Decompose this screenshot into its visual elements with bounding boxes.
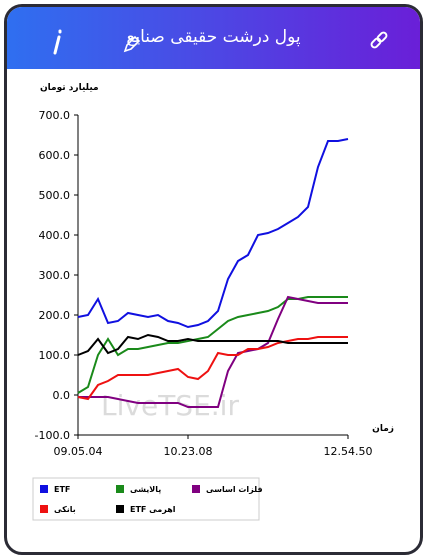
y-tick-label: -100.0: [35, 429, 70, 442]
watermark: LiveTSE.ir: [101, 389, 239, 422]
series-line: [77, 333, 348, 356]
link-icon[interactable]: [370, 31, 388, 49]
y-tick-label: 400.0: [39, 229, 71, 242]
y-tick-label: 200.0: [39, 309, 71, 322]
series-line: [77, 138, 349, 329]
y-tick-label: 0.0: [53, 389, 71, 402]
legend-swatch: [116, 505, 124, 513]
legend-label: ETF: [54, 485, 70, 494]
legend-label: پالایشی: [130, 485, 161, 494]
y-tick-label: 100.0: [39, 349, 71, 362]
x-axis-label: زمان: [372, 424, 394, 434]
legend-swatch: [40, 505, 48, 513]
header-icons: [53, 29, 388, 55]
x-tick-label: 12.54.50: [324, 445, 373, 458]
y-tick-label: 500.0: [39, 189, 71, 202]
y-axis-label: میلیارد تومان: [40, 83, 99, 93]
series-line: [78, 295, 348, 408]
edit-icon[interactable]: [123, 35, 141, 53]
header: پول درشت حقیقی صنایع: [7, 7, 420, 69]
info-icon[interactable]: [53, 29, 62, 55]
legend-label: فلزات اساسی: [206, 485, 263, 494]
series-line: [77, 336, 348, 401]
y-tick-label: 600.0: [39, 149, 71, 162]
card: پول درشت حقیقی صنایع: [4, 4, 423, 555]
legend-label: ETF اهرمی: [130, 505, 176, 514]
x-tick-label: 09.05.04: [54, 445, 103, 458]
series-line: [77, 296, 348, 394]
y-tick-label: 300.0: [39, 269, 71, 282]
legend: [32, 477, 260, 521]
legend-swatch: [192, 485, 200, 493]
header-title: پول درشت حقیقی صنایع: [126, 27, 301, 47]
x-tick-label: 10.23.08: [164, 445, 213, 458]
legend-label: بانکی: [54, 505, 76, 514]
y-tick-label: 700.0: [39, 109, 71, 122]
legend-swatch: [116, 485, 124, 493]
legend-swatch: [40, 485, 48, 493]
